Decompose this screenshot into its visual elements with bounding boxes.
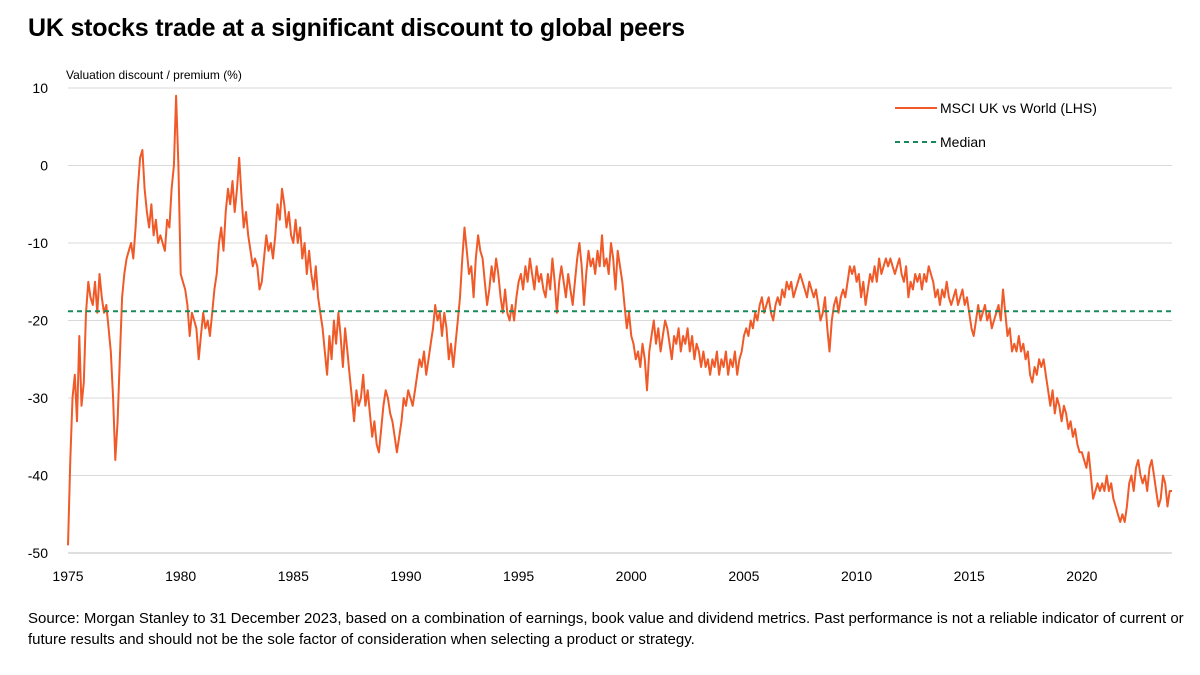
y-tick-label: 0 (40, 158, 48, 174)
x-tick-label: 2020 (1066, 568, 1097, 584)
y-tick-label: -30 (28, 390, 48, 406)
y-tick-label: -40 (28, 468, 48, 484)
series-line-msci-uk-vs-world (67, 94, 1172, 546)
x-tick-label: 2000 (616, 568, 647, 584)
y-tick-label: -50 (28, 545, 48, 561)
source-note: Source: Morgan Stanley to 31 December 20… (28, 610, 1184, 648)
x-tick-label: 1985 (278, 568, 309, 584)
x-tick-label: 1990 (390, 568, 421, 584)
x-tick-label: 2010 (841, 568, 872, 584)
y-tick-label: 10 (32, 80, 48, 96)
x-tick-label: 1980 (165, 568, 196, 584)
x-tick-label: 1975 (52, 568, 83, 584)
x-tick-label: 1995 (503, 568, 534, 584)
y-tick-label: -10 (28, 235, 48, 251)
x-tick-label: 2015 (954, 568, 985, 584)
legend-label: MSCI UK vs World (LHS) (940, 100, 1097, 116)
y-tick-label: -20 (28, 313, 48, 329)
chart-title: UK stocks trade at a significant discoun… (28, 14, 685, 42)
x-tick-label: 2005 (728, 568, 759, 584)
legend-label: Median (940, 134, 986, 150)
y-axis-label: Valuation discount / premium (%) (66, 68, 242, 82)
